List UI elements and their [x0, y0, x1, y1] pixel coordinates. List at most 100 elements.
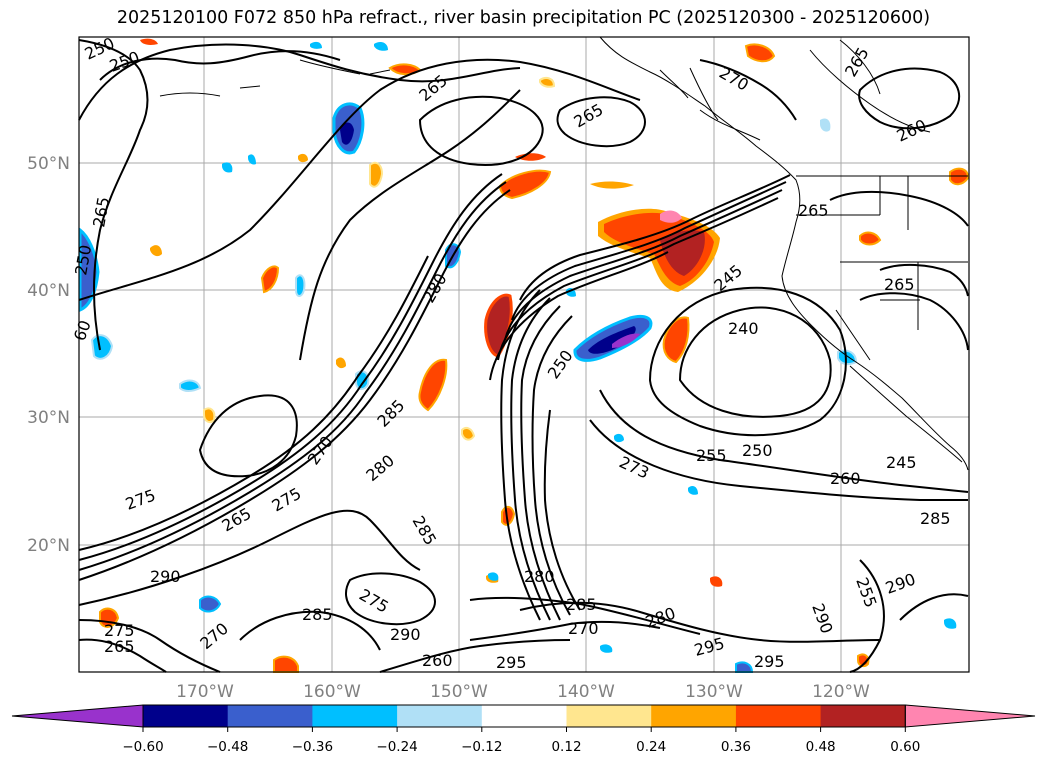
colorbar-segment	[397, 705, 483, 727]
contour-line	[599, 389, 969, 493]
anomaly-negative	[310, 41, 322, 49]
contour-line	[511, 181, 787, 321]
anomaly-positive	[140, 38, 158, 45]
contour-label: 290	[390, 625, 421, 644]
anomaly-negative	[340, 122, 354, 145]
anomaly-positive	[461, 427, 476, 441]
anomaly-negative	[820, 118, 831, 132]
anomaly-positive	[369, 161, 384, 188]
anomaly-positive	[498, 169, 552, 200]
contour-line	[198, 394, 298, 478]
anomaly-positive	[298, 153, 308, 163]
colorbar-tick-label: −0.12	[461, 739, 502, 755]
anomaly-positive	[660, 210, 682, 223]
contour-line	[418, 95, 544, 166]
lon-label: 140°W	[557, 682, 615, 702]
longitude-labels: 170°W 160°W 150°W 140°W 130°W 120°W	[176, 682, 870, 702]
contour-line	[519, 174, 791, 301]
contour-line	[531, 315, 573, 616]
contour-line	[829, 190, 969, 227]
lat-label: 40°N	[27, 281, 70, 301]
colorbar-tick-label: −0.36	[292, 739, 333, 755]
colorbar-extend-low	[11, 704, 144, 728]
anomaly-negative	[248, 154, 256, 165]
colorbar-segment	[227, 705, 313, 727]
contour-label: 265	[104, 637, 135, 656]
anomaly-positive	[150, 245, 162, 257]
contour-line	[78, 58, 641, 301]
lon-label: 170°W	[176, 682, 234, 702]
colorbar-tick-label: 0.24	[636, 739, 666, 755]
anomaly-positive	[539, 77, 556, 88]
anomaly-positive	[418, 358, 448, 412]
contour-label: 285	[920, 509, 951, 528]
lat-label: 50°N	[27, 154, 70, 174]
contour-labels: 250 250 265 265 270 265 260 265 265 250 …	[70, 33, 951, 672]
contour-line	[299, 89, 521, 361]
contour-line	[699, 59, 797, 121]
colorbar-tick-label: 0.48	[806, 739, 836, 755]
colorbar-tick-label: −0.60	[122, 739, 163, 755]
refractivity-contours	[78, 39, 969, 673]
colorbar-segment	[820, 705, 906, 727]
alaska-islands	[659, 67, 761, 141]
anomaly-negative	[374, 42, 388, 51]
contour-label: 270	[568, 619, 599, 638]
contour-line	[78, 255, 429, 551]
contour-line	[78, 189, 511, 581]
anomaly-negative	[355, 370, 370, 390]
anomaly-positive	[203, 407, 216, 423]
contour-label: 290	[150, 567, 181, 586]
anomaly-positive	[710, 576, 723, 587]
map-frame	[78, 36, 970, 673]
graticule	[79, 37, 969, 672]
contour-line	[497, 197, 779, 361]
anomaly-positive	[273, 655, 299, 673]
colorbar-segment	[143, 705, 229, 727]
anomaly-positive	[515, 153, 546, 161]
contour-line	[489, 251, 669, 381]
contour-label: 285	[302, 605, 333, 624]
colorbar-segment	[566, 705, 652, 727]
colorbar-extend-high	[904, 704, 1036, 728]
contour-line	[379, 639, 571, 673]
lon-label: 160°W	[303, 682, 361, 702]
aleutian-islands	[159, 59, 391, 97]
contour-label: 240	[728, 319, 759, 338]
map-panel: 250 250 265 265 270 265 260 265 265 250 …	[70, 33, 970, 673]
anomaly-negative	[179, 379, 202, 392]
lat-label: 30°N	[27, 408, 70, 428]
contour-line	[78, 173, 503, 561]
contour-label: 265	[798, 201, 829, 220]
contour-label: 255	[696, 446, 727, 465]
anomaly-positive	[859, 231, 882, 246]
colorbar-tick-label: 0.60	[890, 739, 920, 755]
contour-label: 260	[830, 469, 861, 488]
contour-line	[78, 509, 421, 606]
contour-line	[78, 181, 507, 571]
contour-line	[78, 638, 167, 673]
anomaly-positive	[744, 43, 776, 63]
colorbar-segment	[481, 705, 567, 727]
contour-label: 245	[886, 453, 917, 472]
contour-line	[859, 292, 969, 351]
anomaly-positive	[660, 230, 705, 276]
colorbar: −0.60 −0.48 −0.36 −0.24 −0.12 0.12 0.24 0.36 0.4…	[11, 704, 1036, 755]
contour-line	[500, 289, 541, 621]
colorbar-segment	[651, 705, 737, 727]
anomaly-negative	[944, 618, 957, 629]
anomaly-negative	[688, 486, 698, 495]
anomaly-negative	[222, 162, 233, 173]
contour-line	[879, 263, 969, 297]
contour-label: 295	[496, 653, 527, 672]
anomaly-negative	[588, 326, 636, 354]
map-title: 2025120100 F072 850 hPa refract., river …	[116, 8, 931, 28]
lon-label: 120°W	[812, 682, 870, 702]
contour-line	[858, 67, 960, 130]
latitude-labels: 50°N 40°N 30°N 20°N	[27, 154, 70, 556]
contour-label: 280	[524, 567, 555, 586]
colorbar-segment	[312, 705, 398, 727]
contour-line	[78, 619, 221, 673]
contour-line	[469, 596, 701, 635]
